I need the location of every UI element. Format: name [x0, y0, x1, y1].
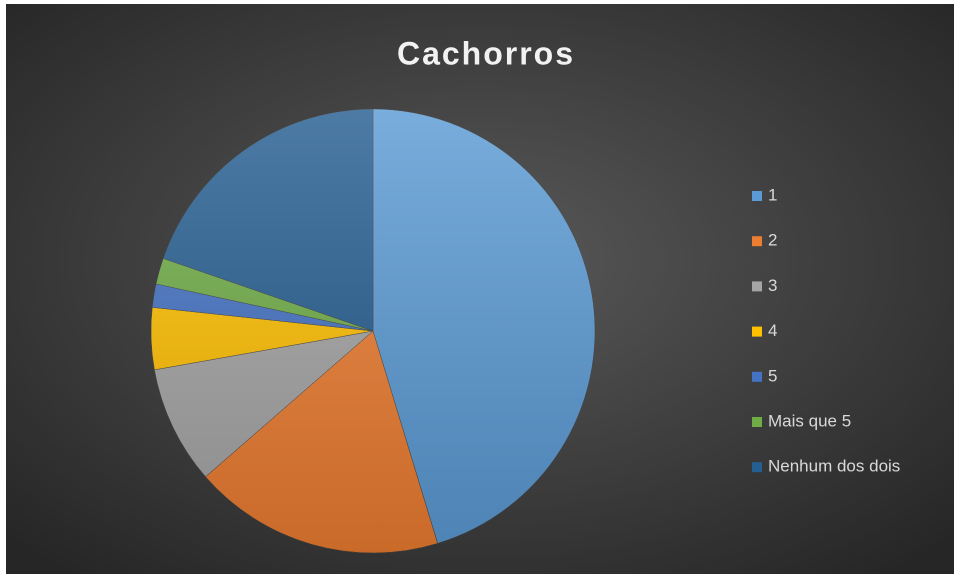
legend-swatch: [752, 326, 762, 337]
legend-swatch: [752, 191, 762, 201]
legend-label: 2: [768, 231, 777, 250]
legend-swatch: [752, 236, 762, 247]
legend-swatch: [752, 462, 762, 473]
legend-label: 1: [768, 185, 777, 204]
legend-label: 5: [768, 366, 777, 385]
chart-title: Cachorros: [397, 35, 575, 71]
legend-label: 3: [768, 276, 777, 295]
legend-swatch: [752, 371, 762, 382]
legend-label: Nenhum dos dois: [768, 457, 900, 476]
legend-swatch: [752, 417, 762, 427]
legend-label: 4: [768, 321, 777, 340]
legend-label: Mais que 5: [768, 411, 851, 430]
legend-swatch: [752, 281, 762, 292]
